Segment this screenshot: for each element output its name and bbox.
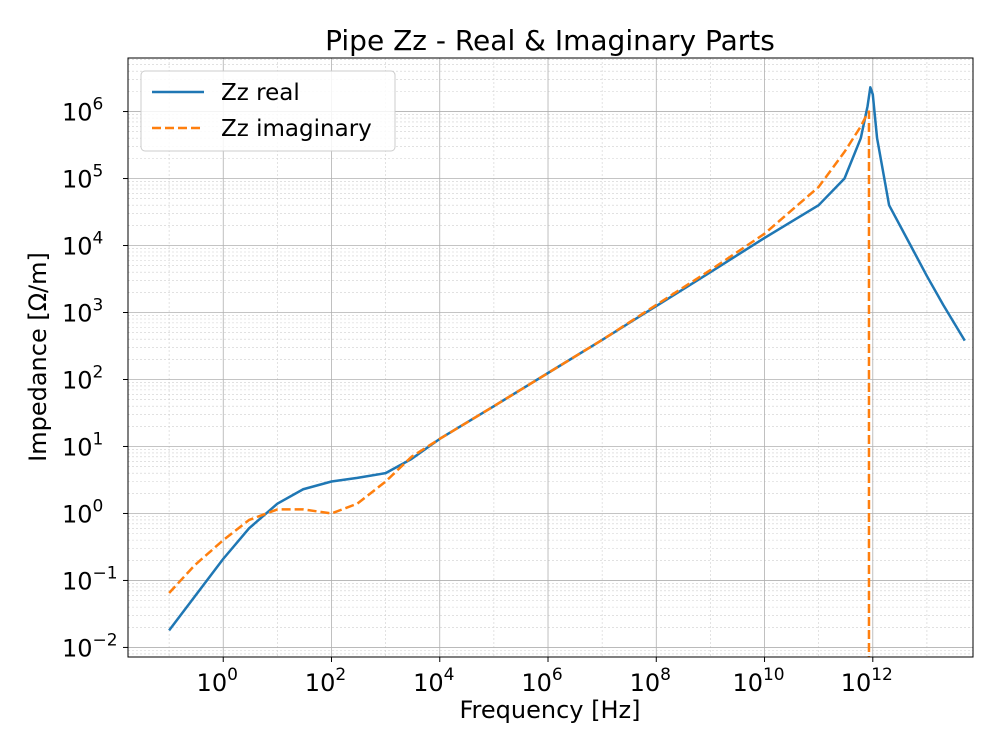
y-tick-label: 102: [62, 362, 103, 394]
legend-label: Zz real: [221, 80, 300, 106]
y-tick-label: 10−1: [62, 563, 118, 595]
series-line-real: [168, 86, 966, 632]
x-tick-label: 106: [521, 665, 562, 697]
y-tick-label: 106: [62, 95, 103, 127]
y-tick-label: 103: [62, 296, 103, 328]
y-tick-label: 100: [62, 496, 103, 528]
x-tick-label: 1012: [841, 665, 893, 697]
x-tick-label: 102: [305, 665, 346, 697]
series-layer: [168, 86, 966, 657]
x-tick-label: 100: [197, 665, 238, 697]
x-tick-label: 108: [630, 665, 671, 697]
minor-gridlines: [128, 58, 973, 657]
series-line-imaginary: [168, 110, 871, 657]
chart-title: Pipe Zz - Real & Imaginary Parts: [325, 24, 775, 57]
y-tick-label: 101: [62, 429, 103, 461]
y-axis-ticks: 10−2 10−1 100 101 102 103 104 105 106: [62, 95, 128, 662]
y-axis-label: Impedance [Ω/m]: [24, 252, 52, 462]
y-tick-label: 10−2: [62, 630, 118, 662]
y-tick-label: 105: [62, 162, 103, 194]
legend: Zz real Zz imaginary: [140, 70, 396, 152]
plot-frame: [127, 57, 974, 658]
x-axis-ticks: 100 102 104 106 108 1010 1012: [197, 657, 893, 697]
y-tick-label: 104: [62, 229, 103, 261]
legend-box: [140, 70, 396, 152]
x-tick-label: 1010: [732, 665, 784, 697]
major-gridlines: [128, 58, 973, 657]
legend-label: Zz imaginary: [221, 116, 372, 142]
x-tick-label: 104: [413, 665, 454, 697]
x-axis-label: Frequency [Hz]: [460, 696, 641, 724]
